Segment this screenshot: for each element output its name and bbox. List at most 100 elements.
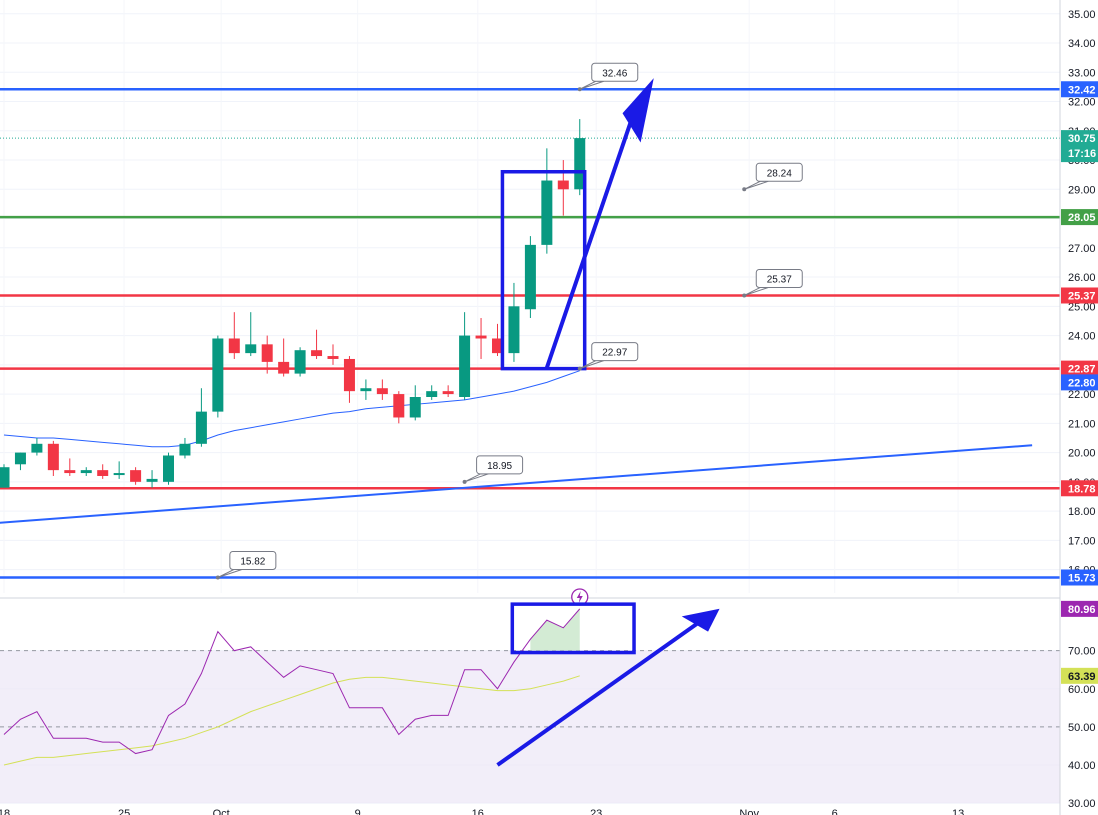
candle-body bbox=[278, 361, 290, 374]
candle-body bbox=[113, 473, 125, 476]
time-tick-label: 16 bbox=[472, 808, 484, 815]
candle bbox=[163, 452, 174, 485]
price-tick-label: 34.00 bbox=[1068, 38, 1096, 50]
candle bbox=[459, 312, 471, 400]
callout-anchor-dot bbox=[742, 187, 747, 192]
sma-badge-bg bbox=[1061, 374, 1098, 391]
candle-body bbox=[393, 394, 405, 418]
candle-body bbox=[343, 358, 355, 392]
candle bbox=[47, 440, 59, 476]
last-price-badge-bg bbox=[1061, 130, 1098, 163]
callout-box bbox=[476, 455, 524, 475]
candle-body bbox=[475, 335, 487, 339]
candle-body bbox=[179, 443, 191, 456]
price-tick-label: 18.00 bbox=[1068, 506, 1096, 518]
candle bbox=[475, 318, 487, 359]
rsi-arrow-head bbox=[681, 608, 720, 632]
candle bbox=[557, 160, 569, 216]
candle-body bbox=[195, 411, 207, 444]
candle bbox=[64, 458, 76, 476]
price-callout: 28.24 bbox=[742, 162, 803, 192]
rsi-line bbox=[3, 608, 581, 755]
callout-box bbox=[229, 550, 277, 570]
candle bbox=[574, 119, 586, 196]
candle-body bbox=[426, 391, 438, 397]
red-level-upper-badge: 25.37 bbox=[1061, 287, 1098, 304]
candle-body bbox=[459, 335, 471, 397]
time-axis: 18 25 Oct 9 16 23 Nov 6 13 bbox=[0, 808, 964, 815]
price-tick-label: 27.00 bbox=[1068, 243, 1096, 255]
lightning-icon-bolt bbox=[576, 591, 583, 603]
breakout-box bbox=[500, 169, 587, 371]
red-level-middle-badge: 22.87 bbox=[1061, 360, 1098, 377]
candle bbox=[442, 385, 454, 397]
blue-resistance-badge-bg bbox=[1061, 81, 1098, 98]
rsi-badge-bg bbox=[1061, 600, 1098, 617]
callout-anchor-dot bbox=[215, 575, 220, 580]
candle-body bbox=[294, 350, 306, 374]
time-tick-label: 9 bbox=[355, 808, 361, 815]
red-level-lower-badge: 18.78 bbox=[1061, 480, 1098, 497]
sma-layer bbox=[3, 370, 580, 448]
time-tick-label: Nov bbox=[739, 808, 759, 815]
candle bbox=[245, 312, 257, 357]
price-axis: 35.0034.0033.0032.0031.0030.0029.0028.00… bbox=[1059, 0, 1098, 815]
blue-support-badge-bg bbox=[1061, 569, 1098, 586]
candle bbox=[343, 356, 355, 403]
candle bbox=[508, 282, 520, 362]
rsi-layer bbox=[3, 588, 589, 766]
breakout-arrow-shaft bbox=[544, 106, 638, 369]
callout-label: 22.97 bbox=[602, 348, 627, 359]
rsi-ma-badge: 63.39 bbox=[1061, 667, 1098, 684]
candle-body bbox=[0, 467, 10, 488]
candle bbox=[228, 312, 240, 359]
breakout-arrow-head bbox=[622, 78, 654, 143]
sma-badge-text: 22.80 bbox=[1068, 377, 1096, 389]
rsi-ma-badge-text: 63.39 bbox=[1068, 671, 1096, 683]
rsi-tick-label: 30.00 bbox=[1068, 798, 1096, 810]
rsi-overbought-fill bbox=[530, 608, 580, 651]
callout-label: 32.46 bbox=[602, 68, 627, 79]
bar-countdown: 17:16 bbox=[1068, 148, 1096, 160]
green-level-badge-text: 28.05 bbox=[1068, 212, 1096, 224]
candle-body bbox=[97, 470, 109, 476]
callout-box bbox=[755, 162, 803, 182]
candle bbox=[14, 452, 26, 471]
candle-body bbox=[327, 356, 339, 359]
price-callout: 25.37 bbox=[742, 268, 803, 298]
callout-box bbox=[755, 268, 803, 288]
price-tick-label: 33.00 bbox=[1068, 67, 1096, 79]
candle-body bbox=[508, 306, 520, 354]
candle-body bbox=[311, 350, 323, 357]
candle bbox=[146, 470, 158, 488]
candle bbox=[31, 437, 43, 456]
blue-support-badge: 15.73 bbox=[1061, 569, 1098, 586]
price-callout: 22.97 bbox=[577, 342, 639, 371]
rsi-arrow-shaft bbox=[496, 616, 706, 767]
rsi-tick-label: 60.00 bbox=[1068, 684, 1096, 696]
annotations bbox=[496, 78, 720, 767]
time-tick-label: Oct bbox=[213, 808, 230, 815]
candle bbox=[179, 437, 191, 459]
candle-body bbox=[130, 470, 142, 482]
red-level-middle-badge-bg bbox=[1061, 360, 1098, 377]
candle bbox=[261, 335, 273, 374]
rsi-tick-label: 40.00 bbox=[1068, 760, 1096, 772]
candle-body bbox=[64, 470, 76, 474]
blue-resistance-badge-text: 32.42 bbox=[1068, 84, 1096, 96]
candle-body bbox=[409, 397, 421, 418]
red-level-upper-badge-bg bbox=[1061, 287, 1098, 304]
rsi-ma-line bbox=[3, 675, 580, 766]
candle-body bbox=[163, 455, 174, 482]
price-callouts: 32.46 28.24 25.37 22.97 18.95 15.82 bbox=[215, 62, 803, 580]
candle-body bbox=[228, 338, 240, 354]
sma-line bbox=[3, 370, 580, 448]
candle bbox=[130, 467, 142, 485]
candle bbox=[409, 385, 421, 421]
candle-body bbox=[212, 338, 224, 412]
candle bbox=[80, 467, 92, 476]
rsi-badge: 80.96 bbox=[1061, 600, 1098, 617]
price-tick-label: 29.00 bbox=[1068, 184, 1096, 196]
callout-label: 28.24 bbox=[767, 168, 792, 179]
